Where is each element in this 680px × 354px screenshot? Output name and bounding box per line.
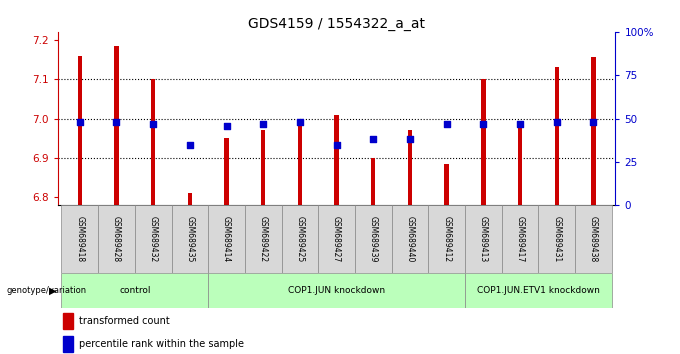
Bar [502, 205, 539, 273]
Point [441, 121, 452, 127]
Text: control: control [119, 286, 150, 295]
Bar [63, 313, 73, 329]
Bar [335, 115, 339, 205]
Bar [392, 205, 428, 273]
Bar [63, 336, 73, 352]
Point [74, 119, 85, 125]
Text: COP1.JUN knockdown: COP1.JUN knockdown [288, 286, 385, 295]
Text: GSM689431: GSM689431 [552, 216, 561, 262]
Text: GSM689413: GSM689413 [479, 216, 488, 262]
Text: GSM689422: GSM689422 [258, 216, 268, 262]
Point [515, 121, 526, 127]
Text: GSM689418: GSM689418 [75, 216, 84, 262]
Point [111, 119, 122, 125]
Text: GSM689439: GSM689439 [369, 216, 378, 262]
Bar [171, 205, 208, 273]
Bar [481, 79, 486, 205]
Text: GSM689432: GSM689432 [149, 216, 158, 262]
Text: GSM689417: GSM689417 [515, 216, 524, 262]
Point [588, 119, 599, 125]
Bar [465, 205, 502, 273]
Bar [591, 57, 596, 205]
Text: GSM689414: GSM689414 [222, 216, 231, 262]
Bar [465, 273, 612, 308]
Bar [114, 46, 119, 205]
Point [405, 137, 415, 142]
Text: GSM689425: GSM689425 [295, 216, 305, 262]
Bar [208, 273, 465, 308]
Text: percentile rank within the sample: percentile rank within the sample [79, 339, 244, 349]
Text: GSM689438: GSM689438 [589, 216, 598, 262]
Bar [245, 205, 282, 273]
Bar [224, 138, 228, 205]
Text: GSM689428: GSM689428 [112, 216, 121, 262]
Bar [371, 158, 375, 205]
Bar [318, 205, 355, 273]
Text: GSM689427: GSM689427 [332, 216, 341, 262]
Bar [518, 126, 522, 205]
Point [368, 137, 379, 142]
Point [258, 121, 269, 127]
Point [551, 119, 562, 125]
Point [294, 119, 305, 125]
Point [331, 142, 342, 148]
Bar [282, 205, 318, 273]
Bar [61, 273, 208, 308]
Point [184, 142, 195, 148]
Bar [188, 194, 192, 205]
Text: transformed count: transformed count [79, 316, 170, 326]
Bar [151, 79, 155, 205]
Bar [428, 205, 465, 273]
Bar [208, 205, 245, 273]
Bar [78, 56, 82, 205]
Bar [135, 205, 171, 273]
Text: ▶: ▶ [49, 285, 56, 295]
Point [148, 121, 158, 127]
Text: GSM689440: GSM689440 [405, 216, 415, 262]
Point [221, 123, 232, 129]
Bar [355, 205, 392, 273]
Bar [575, 205, 612, 273]
Bar [61, 205, 98, 273]
Bar [554, 67, 559, 205]
Bar [98, 205, 135, 273]
Bar [539, 205, 575, 273]
Text: genotype/variation: genotype/variation [7, 286, 87, 295]
Title: GDS4159 / 1554322_a_at: GDS4159 / 1554322_a_at [248, 17, 425, 31]
Bar [261, 130, 265, 205]
Text: COP1.JUN.ETV1 knockdown: COP1.JUN.ETV1 knockdown [477, 286, 600, 295]
Bar [408, 130, 412, 205]
Bar [298, 119, 302, 205]
Text: GSM689435: GSM689435 [186, 216, 194, 262]
Bar [445, 164, 449, 205]
Point [478, 121, 489, 127]
Text: GSM689412: GSM689412 [442, 216, 451, 262]
